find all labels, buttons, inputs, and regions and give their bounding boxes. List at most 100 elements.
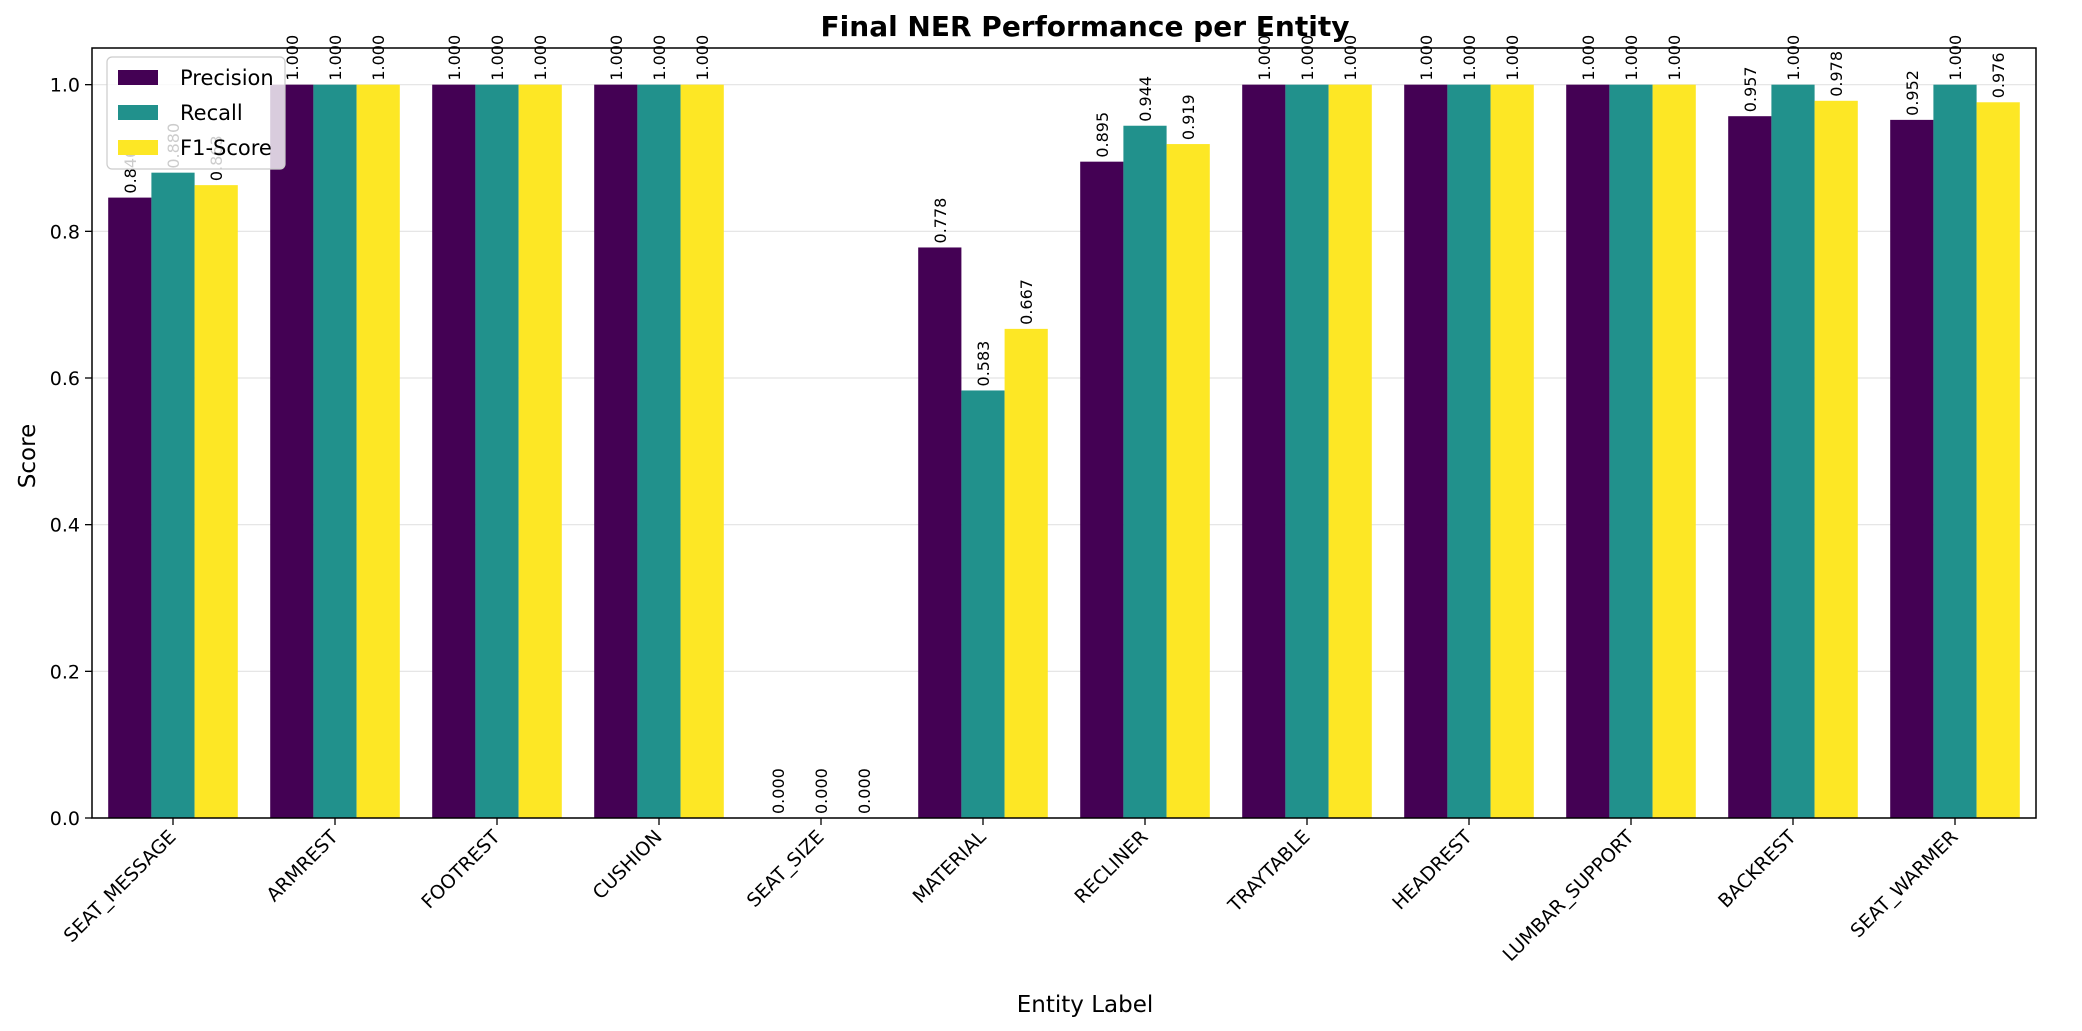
bar-value-label: 1.000 [1460,35,1479,81]
bar [1404,84,1448,818]
bar [1166,144,1210,819]
bar-value-label: 1.000 [1298,35,1317,81]
bar [518,84,562,818]
bar [637,84,681,818]
bar-value-label: 0.000 [812,768,831,814]
legend-swatch [118,70,158,85]
y-tick-label: 0.0 [50,808,80,830]
x-tick-label: ARMREST [262,826,343,907]
bar [1609,84,1653,818]
bar-value-label: 0.583 [974,341,993,387]
x-tick-label: TRAYTABLE [1223,826,1314,917]
x-tick-label: CUSHION [589,826,667,904]
bar [1976,102,2020,819]
bar [680,84,724,818]
bar-value-label: 1.000 [1503,35,1522,81]
x-tick-label: HEADREST [1388,826,1477,915]
bar-value-label: 1.000 [326,35,345,81]
legend-swatch [118,140,158,155]
legend: Precision Recall F1-Score [106,56,286,170]
bar [270,84,314,818]
y-axis-label: Score [15,424,41,488]
bar [1242,84,1286,818]
bar-value-label: 1.000 [650,35,669,81]
bar-value-label: 1.000 [1417,35,1436,81]
bar-labels: 0.8460.8800.8631.0001.0001.0001.0001.000… [121,35,2008,814]
bar [1652,84,1696,818]
bar [475,84,519,818]
bar [1771,84,1815,818]
x-tick-label: FOOTREST [417,826,504,913]
bar [194,185,238,819]
x-tick-label: SEAT_MESSAGE [60,826,181,947]
legend-entry: Precision [180,66,274,90]
bar [1328,84,1372,818]
x-tick-label: BACKREST [1714,826,1801,913]
bar-value-label: 1.000 [693,35,712,81]
y-tick-label: 0.6 [50,368,80,390]
bar-value-label: 1.000 [1665,35,1684,81]
bar [313,84,357,818]
x-tick-label: RECLINER [1070,826,1152,908]
y-tick-label: 1.0 [50,75,80,97]
bar-value-label: 1.000 [445,35,464,81]
bar-value-label: 1.000 [1622,35,1641,81]
bar-value-label: 1.000 [488,35,507,81]
bar [961,390,1005,818]
bar-value-label: 0.000 [769,768,788,814]
bar-value-label: 0.000 [855,768,874,814]
bar-value-label: 0.944 [1136,76,1155,122]
bar-value-label: 1.000 [1784,35,1803,81]
bar [1080,161,1124,818]
bar-value-label: 0.978 [1827,51,1846,97]
bar [108,197,152,819]
x-tick-label: LUMBAR_SUPPORT [1499,826,1639,966]
x-tick-label: SEAT_WARMER [1846,826,1962,942]
bar-value-label: 0.976 [1989,52,2008,98]
bar [1447,84,1491,818]
bar [1004,328,1048,818]
plot-frame [91,47,2037,819]
x-axis: SEAT_MESSAGE ARMREST FOOTREST CUSHION SEAT_S… [60,818,1963,966]
bar-value-label: 1.000 [369,35,388,81]
bar-value-label: 1.000 [283,35,302,81]
bar [1285,84,1329,818]
bar [918,247,962,818]
bar [1566,84,1610,818]
bar-value-label: 1.000 [1341,35,1360,81]
bar-value-label: 0.952 [1903,70,1922,116]
bar-value-label: 1.000 [1579,35,1598,81]
bar-value-label: 0.957 [1741,66,1760,112]
y-tick-label: 0.2 [50,661,80,683]
bar [594,84,638,818]
bar [1728,116,1772,818]
bar-value-label: 0.778 [931,198,950,244]
bar-value-label: 1.000 [1946,35,1965,81]
legend-entry: F1-Score [180,136,272,160]
bar [1123,125,1167,818]
x-axis-label: Entity Label [1017,992,1154,1018]
bar [432,84,476,818]
x-tick-label: SEAT_SIZE [743,826,829,912]
legend-entry: Recall [180,101,243,125]
bar [151,172,195,818]
y-tick-label: 0.4 [50,515,80,537]
y-axis: 0.0 0.2 0.4 0.6 0.8 1.0 [50,75,92,830]
bars [108,84,2020,819]
bar [1814,100,1858,819]
bar [1490,84,1534,818]
chart-title: Final NER Performance per Entity [821,10,1350,43]
bar-value-label: 1.000 [607,35,626,81]
x-tick-label: MATERIAL [909,826,991,908]
bar [356,84,400,818]
bar-value-label: 1.000 [1255,35,1274,81]
bar-value-label: 1.000 [531,35,550,81]
bar-value-label: 0.895 [1093,112,1112,158]
bar [1933,84,1977,818]
bar-value-label: 0.919 [1179,94,1198,140]
bar [1890,119,1934,818]
bar-value-label: 0.667 [1017,279,1036,325]
legend-swatch [118,105,158,120]
y-tick-label: 0.8 [50,221,80,243]
